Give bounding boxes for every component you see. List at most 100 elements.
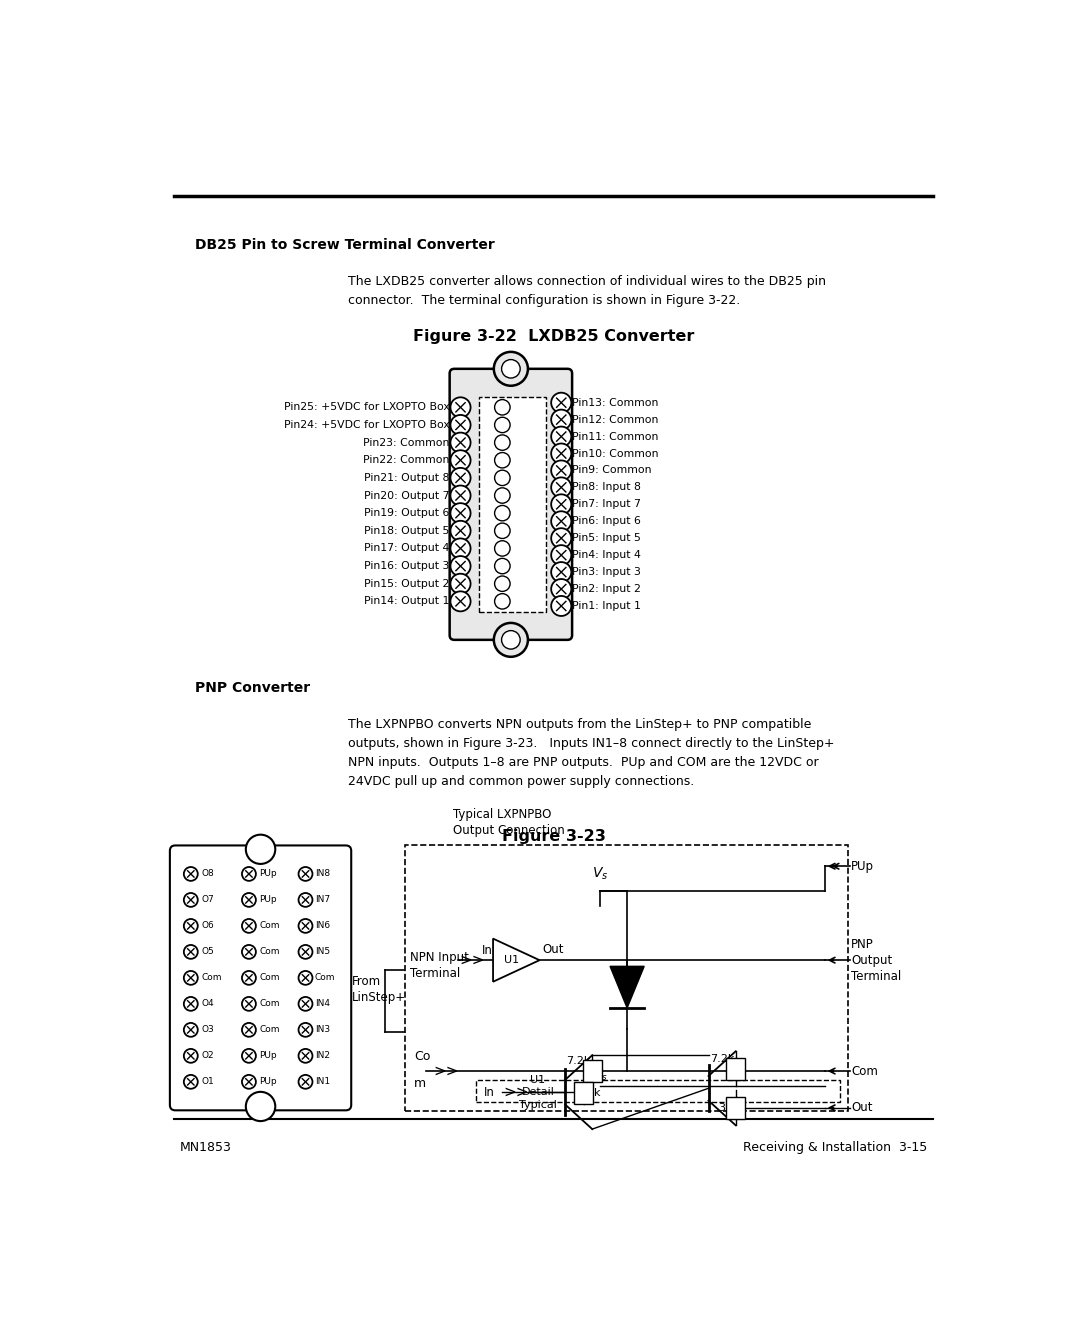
Text: Pin16: Output 3: Pin16: Output 3 bbox=[364, 561, 449, 572]
Text: PNP
Output
Terminal: PNP Output Terminal bbox=[851, 938, 902, 982]
FancyBboxPatch shape bbox=[449, 369, 572, 640]
Circle shape bbox=[551, 494, 571, 515]
Circle shape bbox=[551, 410, 571, 429]
Circle shape bbox=[551, 528, 571, 548]
Text: Com: Com bbox=[202, 973, 222, 982]
Text: PUp: PUp bbox=[259, 869, 276, 878]
Text: O1: O1 bbox=[202, 1077, 215, 1087]
Circle shape bbox=[450, 591, 471, 611]
Circle shape bbox=[184, 1075, 198, 1089]
Text: 7.2k: 7.2k bbox=[710, 1055, 734, 1064]
Text: Figure 3-23: Figure 3-23 bbox=[501, 830, 606, 844]
Text: >>: >> bbox=[503, 1085, 528, 1100]
Circle shape bbox=[184, 971, 198, 985]
Circle shape bbox=[184, 867, 198, 881]
Text: U1: U1 bbox=[504, 955, 519, 965]
Circle shape bbox=[298, 1023, 312, 1036]
Circle shape bbox=[450, 503, 471, 523]
Bar bbox=[476, 1080, 840, 1102]
Circle shape bbox=[495, 487, 510, 503]
Text: Com: Com bbox=[259, 947, 280, 956]
Circle shape bbox=[494, 352, 528, 386]
Circle shape bbox=[184, 893, 198, 907]
Circle shape bbox=[184, 997, 198, 1011]
Circle shape bbox=[495, 453, 510, 468]
Text: O3: O3 bbox=[202, 1026, 215, 1034]
Text: U1
Detail
Typical: U1 Detail Typical bbox=[519, 1075, 557, 1110]
Text: Figure 3-22  LXDB25 Converter: Figure 3-22 LXDB25 Converter bbox=[413, 329, 694, 344]
Circle shape bbox=[551, 562, 571, 582]
Text: Pin14: Output 1: Pin14: Output 1 bbox=[364, 597, 449, 606]
Bar bbox=[727, 1058, 745, 1080]
Text: PUp: PUp bbox=[259, 1051, 276, 1060]
Text: Pin10: Common: Pin10: Common bbox=[572, 449, 659, 458]
Text: The LXDB25 converter allows connection of individual wires to the DB25 pin
conne: The LXDB25 converter allows connection o… bbox=[348, 275, 826, 307]
Circle shape bbox=[450, 556, 471, 576]
Circle shape bbox=[298, 1048, 312, 1063]
Text: DB25 Pin to Screw Terminal Converter: DB25 Pin to Screw Terminal Converter bbox=[195, 238, 496, 252]
Circle shape bbox=[494, 623, 528, 657]
Circle shape bbox=[242, 997, 256, 1011]
Text: Pin20: Output 7: Pin20: Output 7 bbox=[364, 490, 449, 500]
Circle shape bbox=[298, 971, 312, 985]
Bar bbox=[583, 1060, 602, 1081]
Circle shape bbox=[450, 468, 471, 487]
Circle shape bbox=[495, 470, 510, 486]
Bar bbox=[405, 844, 848, 1112]
Circle shape bbox=[450, 450, 471, 470]
Circle shape bbox=[246, 1092, 275, 1121]
Text: Co: Co bbox=[414, 1051, 430, 1063]
Circle shape bbox=[450, 574, 471, 594]
Circle shape bbox=[450, 432, 471, 453]
Circle shape bbox=[184, 1023, 198, 1036]
Text: Pin7: Input 7: Pin7: Input 7 bbox=[572, 499, 640, 510]
Circle shape bbox=[495, 417, 510, 433]
Text: IN7: IN7 bbox=[314, 896, 329, 905]
Text: Com: Com bbox=[314, 973, 335, 982]
Text: Pin15: Output 2: Pin15: Output 2 bbox=[364, 578, 449, 589]
Text: Pin19: Output 6: Pin19: Output 6 bbox=[364, 508, 449, 518]
Text: m: m bbox=[414, 1077, 427, 1090]
Text: Pin11: Common: Pin11: Common bbox=[572, 432, 659, 441]
Circle shape bbox=[298, 997, 312, 1011]
Text: Pin17: Output 4: Pin17: Output 4 bbox=[364, 544, 449, 553]
Circle shape bbox=[242, 971, 256, 985]
Text: O5: O5 bbox=[202, 947, 215, 956]
Text: IN4: IN4 bbox=[314, 1000, 329, 1009]
Circle shape bbox=[501, 360, 521, 378]
Text: Pin21: Output 8: Pin21: Output 8 bbox=[364, 473, 449, 483]
Text: In: In bbox=[484, 1085, 495, 1098]
Text: PUp: PUp bbox=[259, 1077, 276, 1087]
Circle shape bbox=[551, 444, 571, 464]
Text: From
LinStep+: From LinStep+ bbox=[352, 975, 406, 1004]
Circle shape bbox=[551, 579, 571, 599]
Text: >>: >> bbox=[433, 1064, 459, 1079]
Circle shape bbox=[551, 511, 571, 531]
Text: Pin18: Output 5: Pin18: Output 5 bbox=[364, 525, 449, 536]
Circle shape bbox=[495, 399, 510, 415]
Text: Com: Com bbox=[259, 1000, 280, 1009]
Text: Com: Com bbox=[259, 1026, 280, 1034]
Circle shape bbox=[242, 919, 256, 932]
Text: IN2: IN2 bbox=[314, 1051, 329, 1060]
Text: Out: Out bbox=[542, 943, 564, 956]
Text: O4: O4 bbox=[202, 1000, 214, 1009]
Circle shape bbox=[450, 520, 471, 541]
Text: O7: O7 bbox=[202, 896, 215, 905]
Circle shape bbox=[450, 539, 471, 558]
Text: IN1: IN1 bbox=[314, 1077, 329, 1087]
Circle shape bbox=[242, 893, 256, 907]
Circle shape bbox=[242, 1048, 256, 1063]
Text: O8: O8 bbox=[202, 869, 215, 878]
Text: Pin9: Common: Pin9: Common bbox=[572, 465, 651, 475]
Bar bbox=[727, 1097, 745, 1118]
Circle shape bbox=[551, 427, 571, 446]
Text: IN6: IN6 bbox=[314, 922, 329, 930]
Circle shape bbox=[551, 545, 571, 565]
Bar bbox=[480, 396, 545, 612]
Text: IN5: IN5 bbox=[314, 947, 329, 956]
Circle shape bbox=[184, 946, 198, 959]
Circle shape bbox=[551, 461, 571, 481]
Circle shape bbox=[298, 1075, 312, 1089]
Text: IN8: IN8 bbox=[314, 869, 329, 878]
